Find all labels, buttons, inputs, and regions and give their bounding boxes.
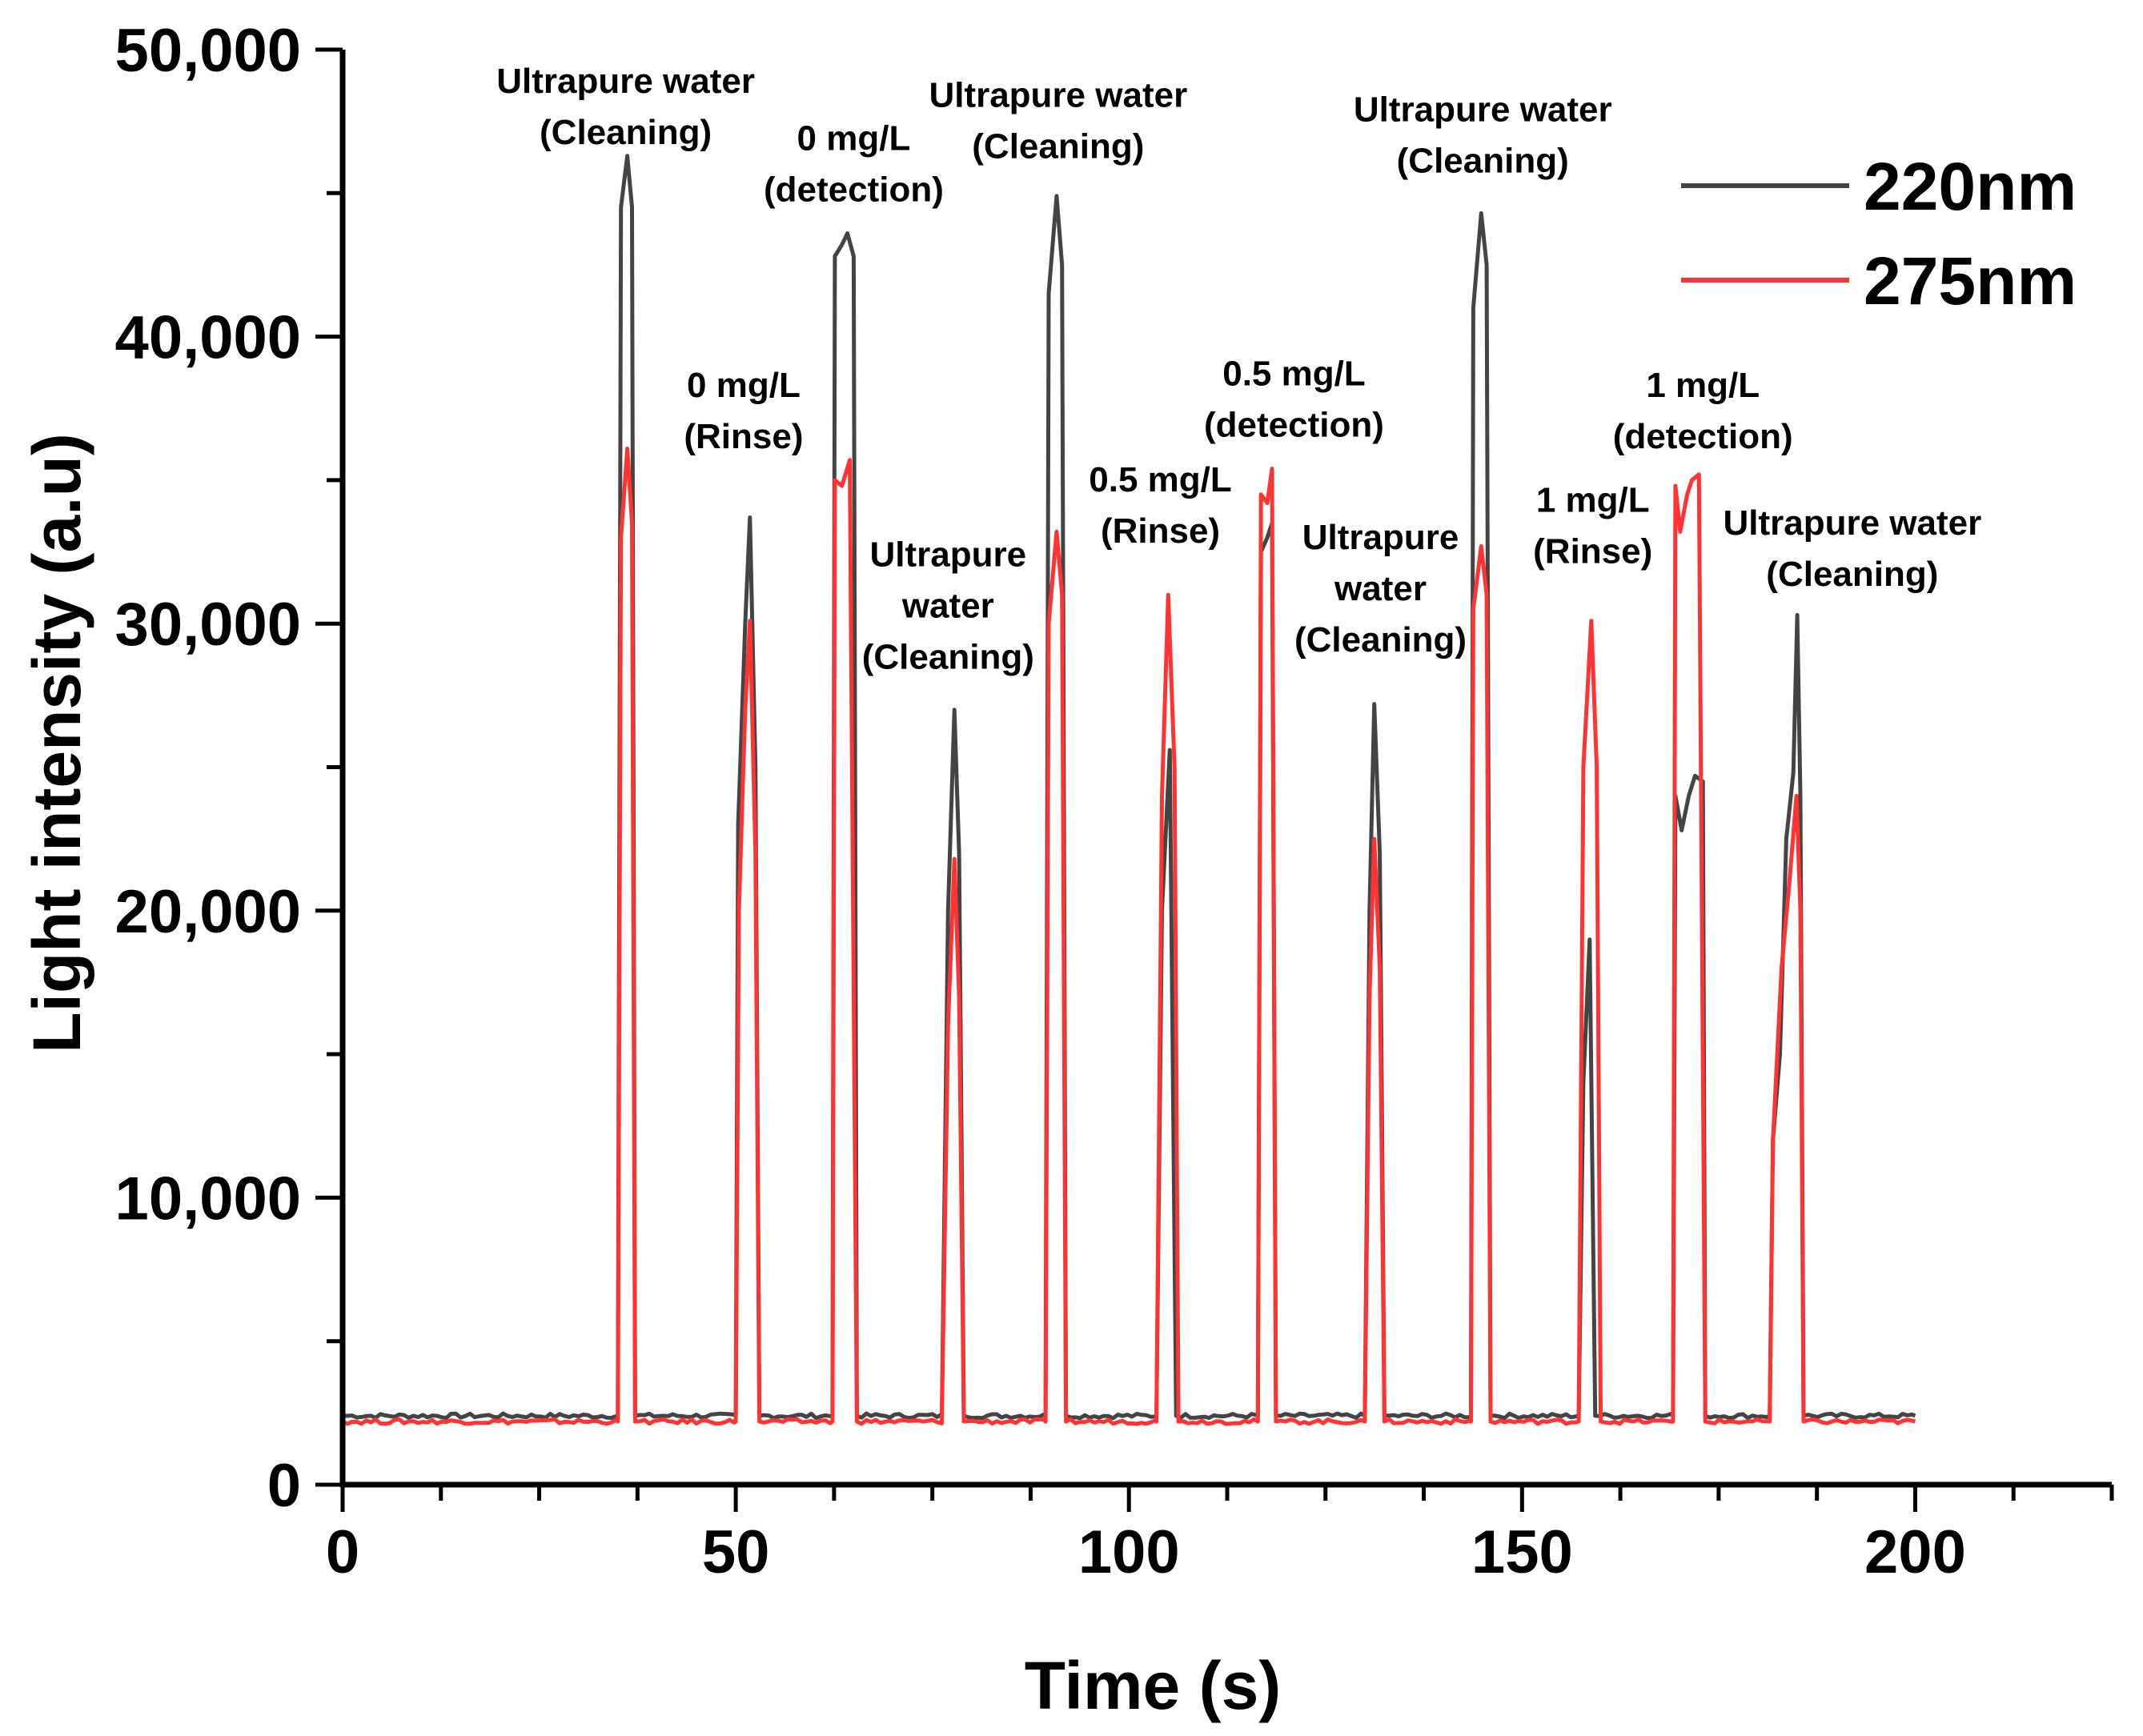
x-tick-label: 0 (326, 1518, 359, 1586)
y-tick-label: 50,000 (115, 17, 301, 85)
x-tick-label: 100 (1078, 1518, 1180, 1586)
peak-annotation: 1 mg/L (detection) (1613, 366, 1793, 456)
annotation-layer: Ultrapure water(Cleaning)0 mg/L(Rinse)0 … (496, 62, 1981, 677)
peak-annotation: Ultrapure water (Cleaning) (862, 535, 1034, 676)
annotation-line: (Cleaning) (862, 637, 1034, 676)
annotation-line: Ultrapure water (1723, 503, 1981, 543)
annotation-line: (Cleaning) (1397, 142, 1569, 181)
legend: 220nm 275nm (1681, 149, 2077, 319)
annotation-line: Ultrapure water (929, 76, 1187, 115)
series-line-220nm (342, 154, 1916, 1421)
annotation-line: 0 mg/L (687, 366, 801, 405)
annotation-line: (detection) (1613, 417, 1793, 456)
annotation-line: 1 mg/L (1536, 480, 1650, 519)
peak-annotation: Ultrapure water (Cleaning) (496, 62, 755, 152)
x-axis-title: Time (s) (1025, 1648, 1282, 1723)
annotation-line: (Rinse) (1101, 511, 1220, 551)
legend-label-275nm: 275nm (1864, 243, 2077, 319)
peak-annotation: Ultrapure water (Cleaning) (1354, 90, 1612, 181)
annotation-line: 0.5 mg/L (1089, 460, 1232, 499)
y-tick-label: 0 (267, 1452, 301, 1520)
legend-label-220nm: 220nm (1864, 149, 2077, 224)
peak-annotation: 1 mg/L (Rinse) (1533, 480, 1652, 571)
annotation-line: Ultrapure water (1354, 90, 1612, 130)
y-tick-label: 20,000 (115, 878, 301, 946)
y-tick-label: 40,000 (115, 304, 301, 372)
annotation-line: 0 mg/L (797, 119, 911, 158)
x-tick-labels: 0 50 100 150 200 (326, 1518, 1966, 1586)
annotation-line: (Rinse) (684, 417, 803, 456)
x-tick-label: 200 (1864, 1518, 1966, 1586)
annotation-line: (detection) (1204, 406, 1384, 445)
annotation-line: 0.5 mg/L (1222, 355, 1366, 394)
y-tick-label: 10,000 (115, 1165, 301, 1233)
peak-annotation: 0.5 mg/L (detection) (1204, 355, 1384, 445)
annotation-line: (detection) (764, 170, 944, 210)
peak-annotation: 0 mg/L (Rinse) (684, 366, 803, 456)
y-tick-label: 30,000 (115, 591, 301, 659)
series-layer (341, 154, 1916, 1426)
series-line-275nm (341, 447, 1916, 1426)
annotation-line: (Cleaning) (972, 127, 1144, 166)
annotation-line: water (901, 586, 994, 625)
axis-ticks (315, 47, 2114, 1512)
annotation-line: Ultrapure water (496, 62, 755, 101)
peak-annotation: Ultrapure water (Cleaning) (929, 76, 1187, 166)
annotation-line: Ultrapure (1302, 518, 1459, 557)
peak-annotation: Ultrapure water (Cleaning) (1723, 503, 1981, 594)
y-tick-labels: 0 10,000 20,000 30,000 40,000 50,000 (115, 17, 301, 1520)
annotation-line: (Cleaning) (1766, 555, 1938, 594)
annotation-line: (Rinse) (1533, 531, 1652, 571)
annotation-line: (Cleaning) (540, 113, 712, 152)
x-tick-label: 150 (1471, 1518, 1573, 1586)
peak-annotation: Ultrapure water (Cleaning) (1294, 518, 1467, 660)
annotation-line: water (1334, 569, 1427, 608)
y-axis-title: Light intensity (a.u) (19, 433, 94, 1053)
annotation-line: (Cleaning) (1294, 620, 1467, 660)
annotation-line: Ultrapure (870, 535, 1027, 574)
x-tick-label: 50 (702, 1518, 770, 1586)
annotation-line: 1 mg/L (1646, 366, 1760, 405)
peak-annotation: 0.5 mg/L (Rinse) (1089, 460, 1232, 551)
peak-annotation: 0 mg/L (detection) (764, 119, 944, 210)
